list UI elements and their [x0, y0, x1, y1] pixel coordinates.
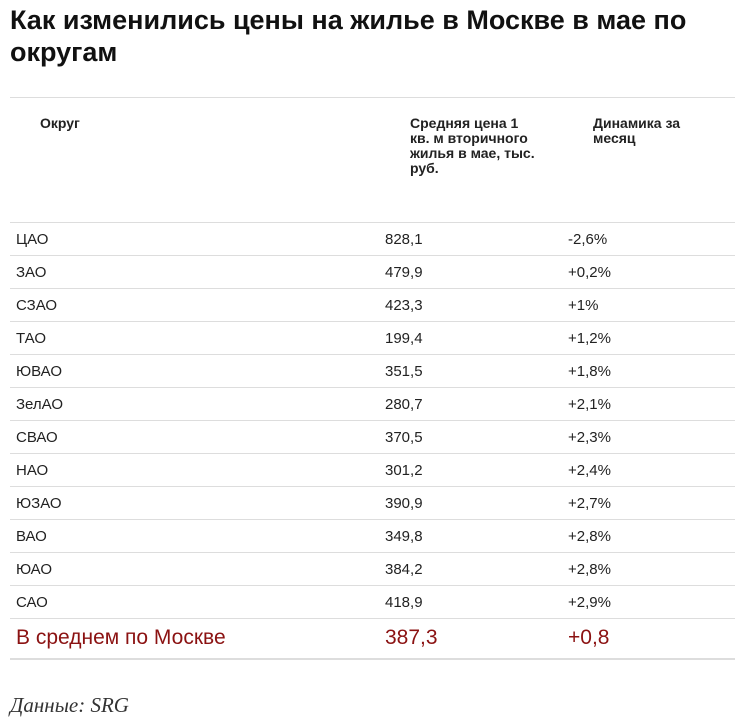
cell: +1%	[568, 297, 599, 314]
title: Как изменились цены на жилье в Москве в …	[10, 5, 687, 67]
table-row: ТАО 199,4 +1,2%	[10, 322, 735, 355]
table-row: ЮАО 384,2 +2,8%	[10, 553, 735, 586]
cell: 301,2	[385, 462, 423, 479]
cell: -2,6%	[568, 231, 608, 248]
cell: 280,7	[385, 396, 423, 413]
cell: 370,5	[385, 429, 423, 446]
cell: +2,8%	[568, 561, 611, 578]
table-row: ЗелАО 280,7 +2,1%	[10, 388, 735, 421]
table-row: НАО 301,2 +2,4%	[10, 454, 735, 487]
cell: +2,3%	[568, 429, 611, 446]
table-row: СЗАО 423,3 +1%	[10, 289, 735, 322]
cell: +0,8	[568, 626, 610, 649]
table-row: ВАО 349,8 +2,8%	[10, 520, 735, 553]
cell: ВАО	[16, 528, 47, 545]
column-header: Округ	[40, 115, 80, 131]
cell: ЮАО	[16, 561, 52, 578]
table-row: СВАО 370,5 +2,3%	[10, 421, 735, 454]
cell: ЗелАО	[16, 396, 63, 413]
cell: 828,1	[385, 231, 423, 248]
cell: 351,5	[385, 363, 423, 380]
cell: +1,8%	[568, 363, 611, 380]
cell: +2,9%	[568, 594, 611, 611]
cell: +2,1%	[568, 396, 611, 413]
cell: 418,9	[385, 594, 423, 611]
cell: +1,2%	[568, 330, 611, 347]
cell: ЮЗАО	[16, 495, 62, 512]
cell: 387,3	[385, 626, 438, 649]
table-row: ЗАО 479,9 +0,2%	[10, 256, 735, 289]
cell: ЗАО	[16, 264, 47, 281]
table-row: САО 418,9 +2,9%	[10, 586, 735, 619]
cell: В среднем по Москве	[16, 626, 226, 649]
cell: САО	[16, 594, 48, 611]
cell: 390,9	[385, 495, 423, 512]
cell: 384,2	[385, 561, 423, 578]
cell: 423,3	[385, 297, 423, 314]
cell: СЗАО	[16, 297, 58, 314]
table-row: ЮЗАО 390,9 +2,7%	[10, 487, 735, 520]
divider	[10, 222, 735, 223]
cell: ЦАО	[16, 231, 49, 248]
cell: НАО	[16, 462, 49, 479]
cell: 479,9	[385, 264, 423, 281]
table-row: ЦАО 828,1 -2,6%	[10, 223, 735, 256]
cell: +2,4%	[568, 462, 611, 479]
total-row: В среднем по Москве 387,3 +0,8	[10, 619, 735, 660]
cell: ТАО	[16, 330, 47, 347]
cell: +2,8%	[568, 528, 611, 545]
cell: +2,7%	[568, 495, 611, 512]
column-header: Динамика за месяц	[593, 115, 681, 146]
cell: ЮВАО	[16, 363, 63, 380]
table-row: ЮВАО 351,5 +1,8%	[10, 355, 735, 388]
divider	[10, 97, 735, 98]
cell: +0,2%	[568, 264, 611, 281]
cell: 349,8	[385, 528, 423, 545]
source: Данные: SRG	[10, 693, 129, 717]
cell: СВАО	[16, 429, 58, 446]
cell: 199,4	[385, 330, 423, 347]
column-header: Средняя цена 1 кв. м вторичного жилья в …	[410, 115, 535, 176]
